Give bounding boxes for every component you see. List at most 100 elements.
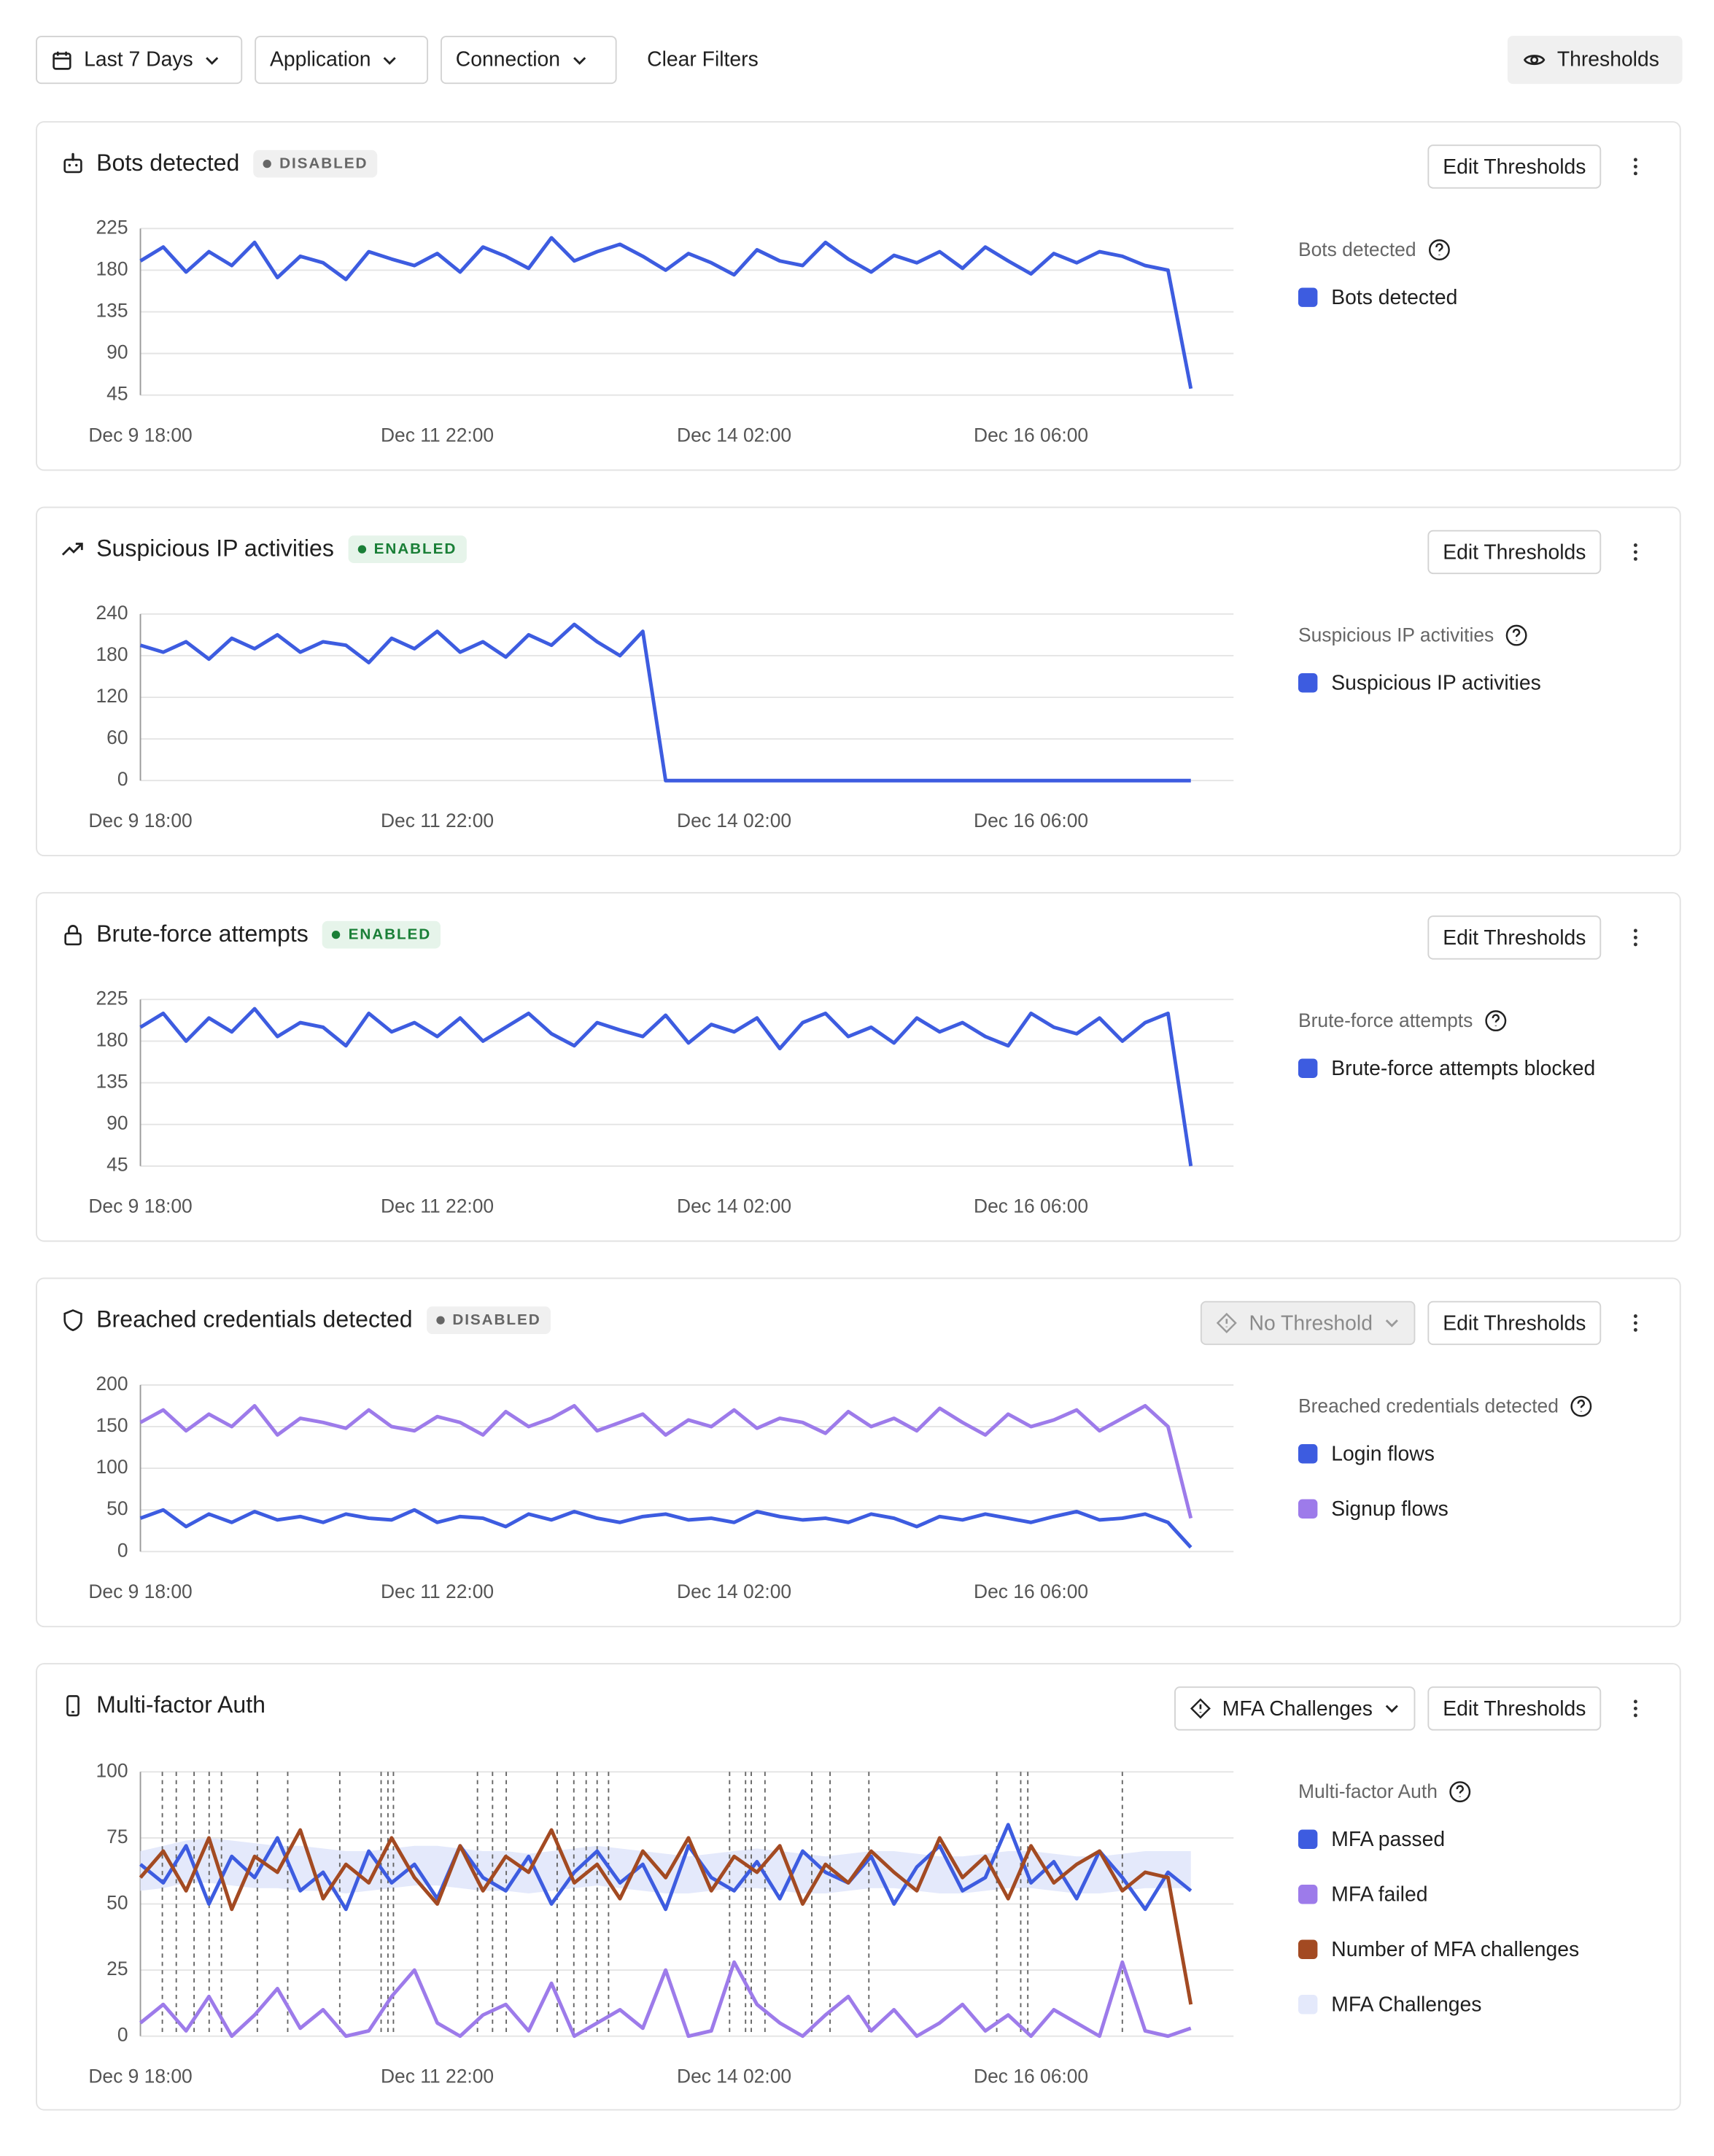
plot: 0 50 100 150 200 Dec 9 18:00 Dec 11 22:00 Dec 1… — [88, 1373, 1234, 1602]
more-menu[interactable] — [1624, 154, 1646, 179]
y-tick-label: 225 — [96, 987, 128, 1009]
chart-card: Bots detected DISABLED Edit Thresholds 45 90… — [36, 121, 1681, 471]
y-tick-label: 90 — [106, 341, 128, 363]
status-text: DISABLED — [452, 1311, 541, 1329]
menu-dot — [1633, 158, 1637, 162]
application-dropdown[interactable]: Application — [255, 36, 429, 85]
more-menu[interactable] — [1624, 1311, 1646, 1335]
x-tick-label: Dec 11 22:00 — [381, 1581, 494, 1602]
y-tick-label: 135 — [96, 300, 128, 322]
x-tick-label: Dec 11 22:00 — [381, 1195, 494, 1217]
y-tick-label: 200 — [96, 1373, 128, 1395]
menu-dot — [1633, 550, 1637, 554]
menu-dot — [1633, 1321, 1637, 1325]
series-line — [139, 1508, 1193, 1549]
series-line — [139, 1403, 1193, 1519]
legend-swatch — [1298, 1995, 1318, 2015]
legend-header: Bots detected — [1298, 239, 1457, 260]
edit-thresholds-button[interactable]: Edit Thresholds — [1427, 144, 1602, 189]
chevron-icon — [1385, 1319, 1398, 1327]
series-line — [139, 236, 1193, 389]
x-tick-label: Dec 14 02:00 — [677, 1581, 791, 1602]
y-tick-label: 25 — [106, 1958, 128, 1979]
application-label: Application — [269, 48, 371, 72]
status-dot — [357, 545, 366, 554]
edit-thresholds-button[interactable]: Edit Thresholds — [1427, 530, 1602, 575]
legend-item: Signup flows — [1298, 1497, 1593, 1521]
menu-dot — [1633, 935, 1637, 939]
help-icon[interactable] — [1505, 623, 1528, 646]
legend: Suspicious IP activities Suspicious IP ac… — [1298, 624, 1541, 727]
x-tick-label: Dec 16 06:00 — [974, 2065, 1088, 2087]
clear-filters-button[interactable]: Clear Filters — [632, 36, 774, 85]
date-range-label: Last 7 Days — [84, 48, 193, 72]
y-tick-label: 180 — [96, 643, 128, 665]
help-icon[interactable] — [1427, 238, 1451, 261]
threshold-selector[interactable]: MFA Challenges — [1174, 1686, 1416, 1731]
help-icon[interactable] — [1570, 1394, 1593, 1417]
series-line — [139, 1828, 1193, 2005]
edit-thresholds-button[interactable]: Edit Thresholds — [1427, 915, 1602, 960]
y-tick-label: 45 — [106, 1154, 128, 1176]
x-tick-label: Dec 11 22:00 — [381, 2065, 494, 2087]
clear-filters-label: Clear Filters — [647, 48, 759, 72]
menu-dot — [1633, 1327, 1637, 1332]
x-tick-label: Dec 11 22:00 — [381, 810, 494, 831]
chevron-icon — [206, 56, 219, 64]
card-header: Suspicious IP activities ENABLED — [61, 535, 467, 564]
date-range-dropdown[interactable]: Last 7 Days — [36, 36, 243, 85]
help-icon[interactable] — [1484, 1009, 1507, 1032]
series-line — [139, 1007, 1193, 1167]
status-text: ENABLED — [348, 926, 432, 943]
more-menu[interactable] — [1624, 925, 1646, 950]
legend-header: Multi-factor Auth — [1298, 1780, 1579, 1802]
chart-card: Brute-force attempts ENABLED Edit Threshol… — [36, 892, 1681, 1242]
legend-label: MFA passed — [1331, 1827, 1446, 1851]
connection-dropdown[interactable]: Connection — [441, 36, 617, 85]
x-tick-label: Dec 14 02:00 — [677, 810, 791, 831]
legend-swatch — [1298, 1444, 1318, 1464]
card-title: Bots detected — [96, 150, 240, 177]
chart-card: Suspicious IP activities ENABLED Edit Thre… — [36, 506, 1681, 857]
thresholds-button[interactable]: Thresholds — [1507, 36, 1683, 85]
menu-dot — [1633, 928, 1637, 933]
y-tick-label: 240 — [96, 602, 128, 624]
legend-title: Breached credentials detected — [1298, 1395, 1559, 1417]
card-header: Bots detected DISABLED — [61, 150, 378, 178]
legend-item: MFA passed — [1298, 1827, 1579, 1851]
y-tick-label: 0 — [117, 1539, 128, 1561]
y-tick-label: 135 — [96, 1071, 128, 1093]
legend-label: Bots detected — [1331, 285, 1458, 309]
card-title: Multi-factor Auth — [96, 1691, 265, 1718]
edit-thresholds-button[interactable]: Edit Thresholds — [1427, 1686, 1602, 1731]
y-tick-label: 120 — [96, 685, 128, 707]
more-menu[interactable] — [1624, 1696, 1646, 1721]
help-icon[interactable] — [1449, 1780, 1472, 1803]
menu-dot — [1633, 1314, 1637, 1318]
card-icon — [63, 1309, 82, 1332]
x-tick-label: Dec 16 06:00 — [974, 1581, 1088, 1602]
legend-header: Brute-force attempts — [1298, 1009, 1595, 1031]
legend-label: Number of MFA challenges — [1331, 1937, 1580, 1961]
status-badge: ENABLED — [322, 920, 441, 949]
selector-icon — [1217, 1312, 1238, 1333]
edit-thresholds-button[interactable]: Edit Thresholds — [1427, 1300, 1602, 1346]
menu-dot — [1633, 171, 1637, 176]
plot: 45 90 135 180 225 Dec 9 18:00 Dec 11 22:00 Dec … — [88, 987, 1234, 1217]
legend-item: Bots detected — [1298, 285, 1458, 309]
card-controls: Edit Thresholds — [1427, 530, 1646, 575]
card-icon — [64, 925, 82, 946]
x-tick-label: Dec 9 18:00 — [88, 1195, 192, 1217]
status-dot — [263, 159, 271, 168]
x-tick-label: Dec 16 06:00 — [974, 424, 1088, 446]
more-menu[interactable] — [1624, 540, 1646, 565]
connection-label: Connection — [455, 48, 561, 72]
card-header: Breached credentials detected DISABLED — [61, 1306, 551, 1335]
chevron-icon — [573, 56, 586, 64]
legend: Bots detected Bots detected — [1298, 239, 1457, 342]
menu-dot — [1633, 942, 1637, 947]
y-tick-label: 90 — [106, 1112, 128, 1134]
series-line — [139, 622, 1191, 783]
status-badge: DISABLED — [253, 150, 378, 178]
band-area — [140, 1837, 1191, 1893]
